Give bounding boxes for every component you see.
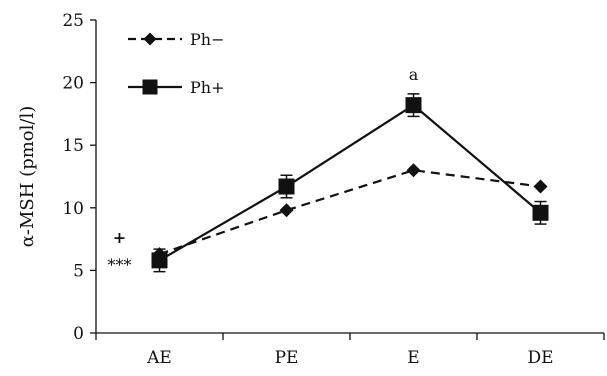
y-tick-label: 10 (62, 199, 84, 219)
x-ticks: AE PE E DE (95, 333, 605, 368)
legend: Ph− Ph+ (128, 30, 224, 97)
x-tick-label: PE (275, 348, 299, 368)
data-point (279, 203, 294, 218)
annotation: + (113, 228, 126, 247)
data-point (532, 204, 549, 221)
x-tick-label: DE (527, 348, 553, 368)
y-tick-label: 5 (73, 261, 84, 281)
x-axis: AE PE E DE (95, 332, 605, 368)
data-point (533, 179, 548, 194)
legend-label: Ph− (190, 30, 224, 49)
x-tick-label: AE (146, 348, 172, 368)
legend-item: Ph− (128, 30, 224, 49)
series-0 (152, 163, 548, 262)
legend-label: Ph+ (190, 78, 224, 97)
legend-item: Ph+ (128, 78, 224, 97)
annotation: a (409, 65, 419, 84)
x-tick-label: E (407, 348, 419, 368)
series-line (158, 103, 542, 262)
annotation: *** (108, 255, 132, 274)
y-tick-label: 15 (62, 136, 84, 156)
legend-marker (142, 79, 158, 95)
data-point (406, 163, 421, 178)
legend-marker (143, 32, 157, 46)
series-line (159, 169, 541, 256)
data-point (405, 97, 422, 114)
y-tick-label: 20 (62, 74, 84, 94)
y-tick-label: 25 (62, 11, 84, 31)
data-point (278, 178, 295, 195)
data-point (151, 252, 168, 269)
y-axis-label: α-MSH (pmol/l) (17, 106, 38, 247)
y-tick-label: 0 (73, 324, 84, 344)
annotation-layer: a + *** (108, 65, 419, 274)
series-1 (151, 93, 549, 273)
series-layer (151, 93, 549, 273)
y-axis: 0 5 10 15 20 25 α-MSH (pmol/l) (17, 11, 97, 344)
y-ticks: 0 5 10 15 20 25 (62, 11, 96, 344)
